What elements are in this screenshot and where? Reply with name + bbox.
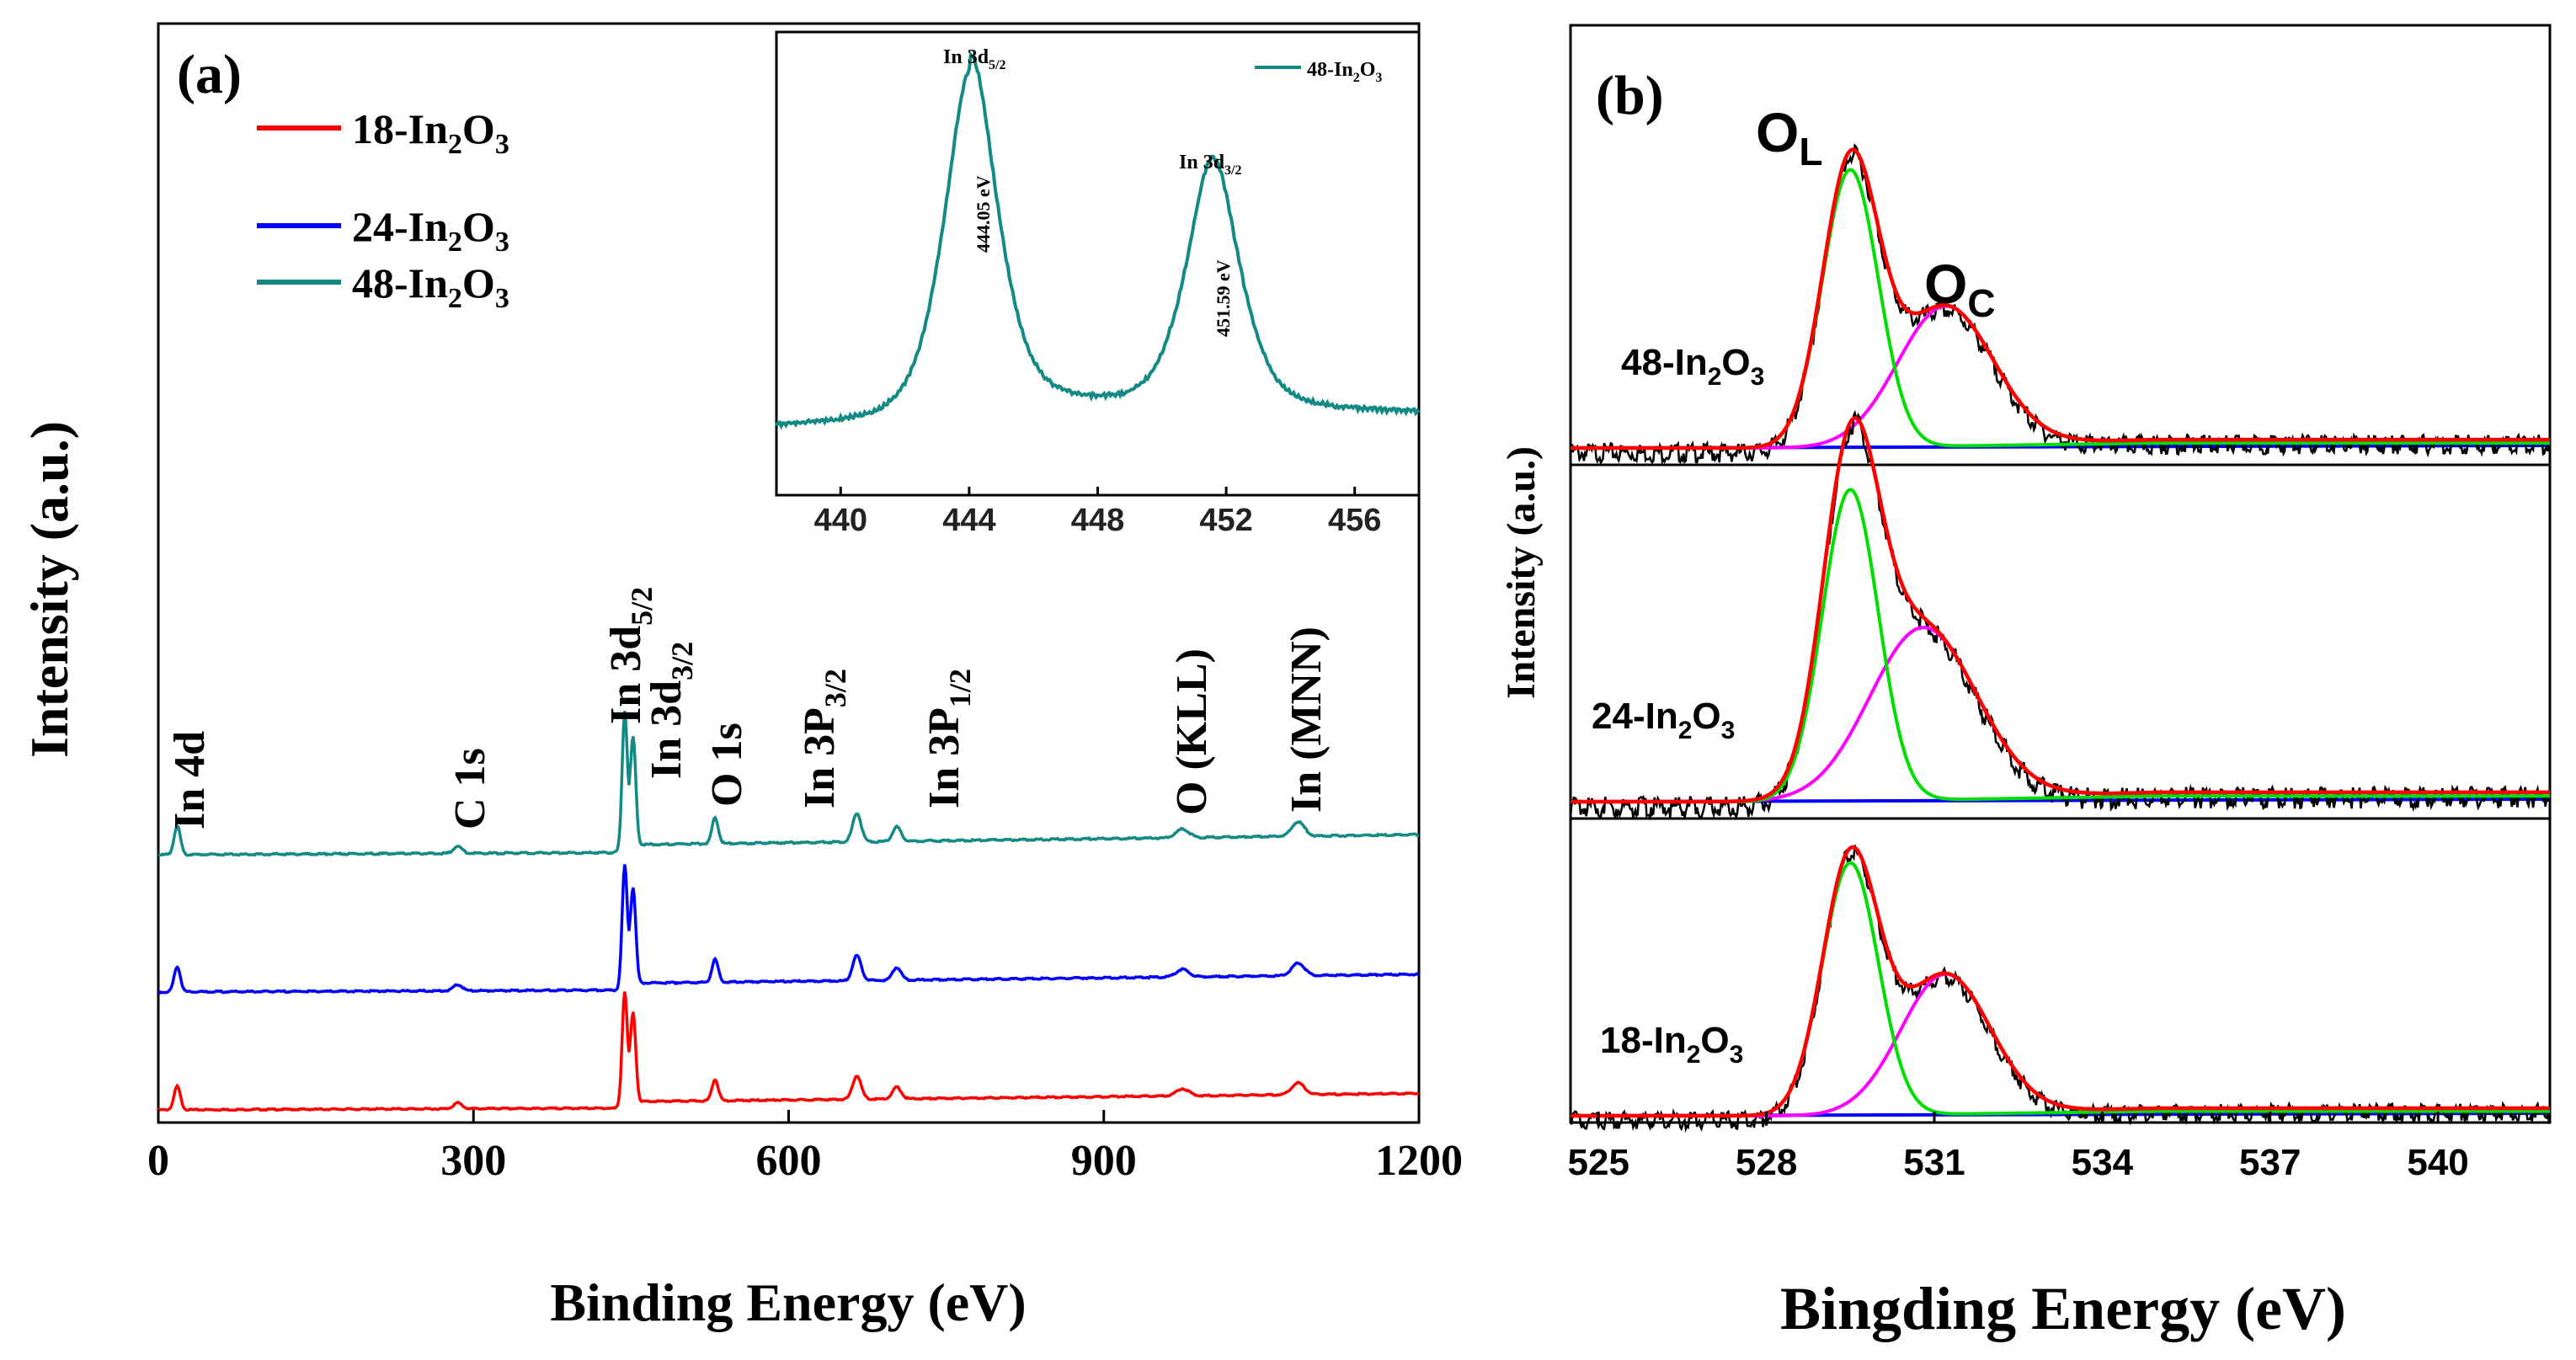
- panel-b-o1s-spectrum: (b) 48-In2O3 24-In2O3 18-In2O3 OL OC 525…: [1499, 24, 2552, 1342]
- annotation-in-3d32: In 3d3/2: [643, 642, 699, 779]
- inset-in3d-spectrum: 48-In2O3 In 3d5/2 In 3d3/2 444.05 eV 451…: [775, 30, 1421, 538]
- subpanel-label-48: 48-In2O3: [1621, 342, 1764, 391]
- annotation-in-3p12: In 3P1/2: [920, 669, 977, 808]
- subpanel-label-24: 24-In2O3: [1592, 696, 1735, 744]
- panel-b-x-tick-label: 525: [1568, 1142, 1629, 1183]
- inset-legend-label: 48-In2O3: [1307, 59, 1382, 85]
- panel-a-x-tick-label: 1200: [1375, 1137, 1463, 1185]
- annotation-in-3d52: In 3d5/2: [602, 587, 659, 724]
- inset-x-tick-label: 456: [1328, 503, 1381, 538]
- inset-peak-label-3d32: In 3d3/2: [1179, 152, 1242, 178]
- legend-label-24: 24-In2O3: [352, 203, 509, 258]
- envelope-fit-24-In2O3: [1571, 416, 2550, 804]
- annotation-c-1s: C 1s: [446, 748, 494, 829]
- inset-x-tick-label: 440: [814, 503, 867, 538]
- annotation-o-1s: O 1s: [703, 723, 751, 807]
- legend-entry-18: 18-In2O3: [257, 105, 509, 160]
- inset-energy-label-444: 444.05 eV: [973, 175, 994, 253]
- panel-a-x-tick-label: 300: [440, 1137, 506, 1185]
- annotation-in-3p32: In 3P3/2: [796, 669, 852, 808]
- panel-b-x-axis-title: Bingding Energy (eV): [1780, 1275, 2346, 1342]
- legend-entry-24: 24-In2O3: [257, 203, 509, 258]
- panel-a-legend: 18-In2O3 24-In2O3 48-In2O3: [257, 105, 509, 314]
- inset-x-tick-label: 452: [1199, 503, 1252, 538]
- panel-b-plot-frame: [1569, 24, 2552, 1124]
- ol-fit-18-In2O3: [1571, 861, 2550, 1117]
- series-line-18-In2O3: [157, 991, 1420, 1112]
- ol-fit-48-In2O3: [1571, 168, 2550, 450]
- annotation-in-mnn: In (MNN): [1283, 627, 1331, 813]
- envelope-fit-18-In2O3: [1571, 845, 2550, 1118]
- inset-peak-label-3d52: In 3d5/2: [943, 46, 1006, 72]
- raw-data-18-In2O3: [1570, 845, 2552, 1133]
- panel-a-x-tick-label: 0: [147, 1137, 169, 1185]
- legend-label-48: 48-In2O3: [352, 259, 509, 314]
- legend-label-18: 18-In2O3: [352, 105, 509, 160]
- series-line-48-In2O3: [158, 711, 1420, 857]
- raw-data-48-In2O3: [1569, 143, 2552, 466]
- panel-b-fit-curves: [1569, 143, 2552, 1133]
- panel-b-label: (b): [1596, 65, 1664, 126]
- panel-a-x-axis-title: Binding Energy (eV): [550, 1272, 1026, 1332]
- inset-x-tick-label: 444: [942, 503, 995, 538]
- inset-legend: 48-In2O3: [1255, 59, 1382, 85]
- annotation-in-4d: In 4d: [166, 731, 214, 829]
- inset-x-axis: 440 444 448 452 456: [814, 487, 1381, 538]
- panel-a-label: (a): [177, 44, 242, 105]
- peak-label-ol: OL: [1756, 101, 1822, 173]
- inset-x-tick-label: 448: [1071, 503, 1124, 538]
- inset-series-line-48-In2O3: [775, 51, 1421, 430]
- panel-a-y-axis-title: Intensity (a.u.): [19, 421, 79, 758]
- envelope-fit-48-In2O3: [1571, 147, 2550, 451]
- panel-b-x-tick-label: 540: [2407, 1142, 2468, 1183]
- panel-b-x-tick-label: 537: [2239, 1142, 2301, 1183]
- subpanel-label-18: 18-In2O3: [1600, 1020, 1743, 1069]
- panel-b-y-axis-title: Intensity (a.u.): [1499, 446, 1544, 699]
- peak-annotations: In 4d C 1s In 3d5/2 In 3d3/2 O 1s In 3P3…: [166, 587, 1331, 829]
- panel-a-x-tick-label: 600: [756, 1137, 822, 1185]
- panel-a-survey-spectrum: (a) 18-In2O3 24-In2O3 48-In2O3 In 4d C 1…: [19, 22, 1463, 1332]
- series-line-24-In2O3: [157, 864, 1420, 995]
- panel-b-x-tick-label: 528: [1736, 1142, 1797, 1183]
- peak-label-oc: OC: [1924, 253, 1996, 325]
- panel-b-x-tick-label: 534: [2072, 1142, 2134, 1183]
- panel-b-x-axis: 525 528 531 534 537 540: [1568, 1112, 2469, 1183]
- annotation-o-kll: O (KLL): [1168, 648, 1216, 815]
- ol-fit-24-In2O3: [1571, 488, 2550, 803]
- panel-a-x-axis: 0 300 600 900 1200: [147, 1110, 1463, 1185]
- inset-energy-label-451: 451.59 eV: [1213, 259, 1234, 337]
- raw-data-24-In2O3: [1569, 409, 2551, 821]
- panel-b-x-tick-label: 531: [1903, 1142, 1965, 1183]
- legend-entry-48: 48-In2O3: [257, 259, 509, 314]
- inset-frame: [775, 30, 1421, 497]
- panel-a-x-tick-label: 900: [1071, 1137, 1137, 1185]
